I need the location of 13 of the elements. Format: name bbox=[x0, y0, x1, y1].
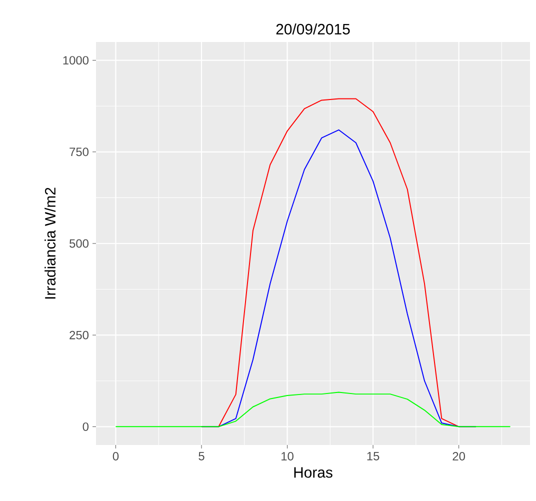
x-tick-label: 5 bbox=[198, 452, 204, 460]
x-axis-title: Horas bbox=[294, 467, 332, 478]
y-tick-label: 500 bbox=[70, 239, 89, 248]
x-tick-label: 15 bbox=[367, 452, 380, 460]
y-axis-title: Irradiancia W/m2 bbox=[44, 188, 56, 299]
y-tick-label: 1000 bbox=[63, 56, 89, 65]
y-tick-label: 250 bbox=[70, 330, 89, 340]
y-tick-label: 750 bbox=[70, 148, 89, 156]
y-tick-label: 0 bbox=[82, 422, 89, 431]
x-tick-label: 0 bbox=[112, 452, 119, 460]
chart-title: 20/09/2015 bbox=[276, 24, 350, 34]
x-tick-label: 10 bbox=[282, 452, 294, 460]
x-tick-label: 20 bbox=[452, 452, 466, 460]
